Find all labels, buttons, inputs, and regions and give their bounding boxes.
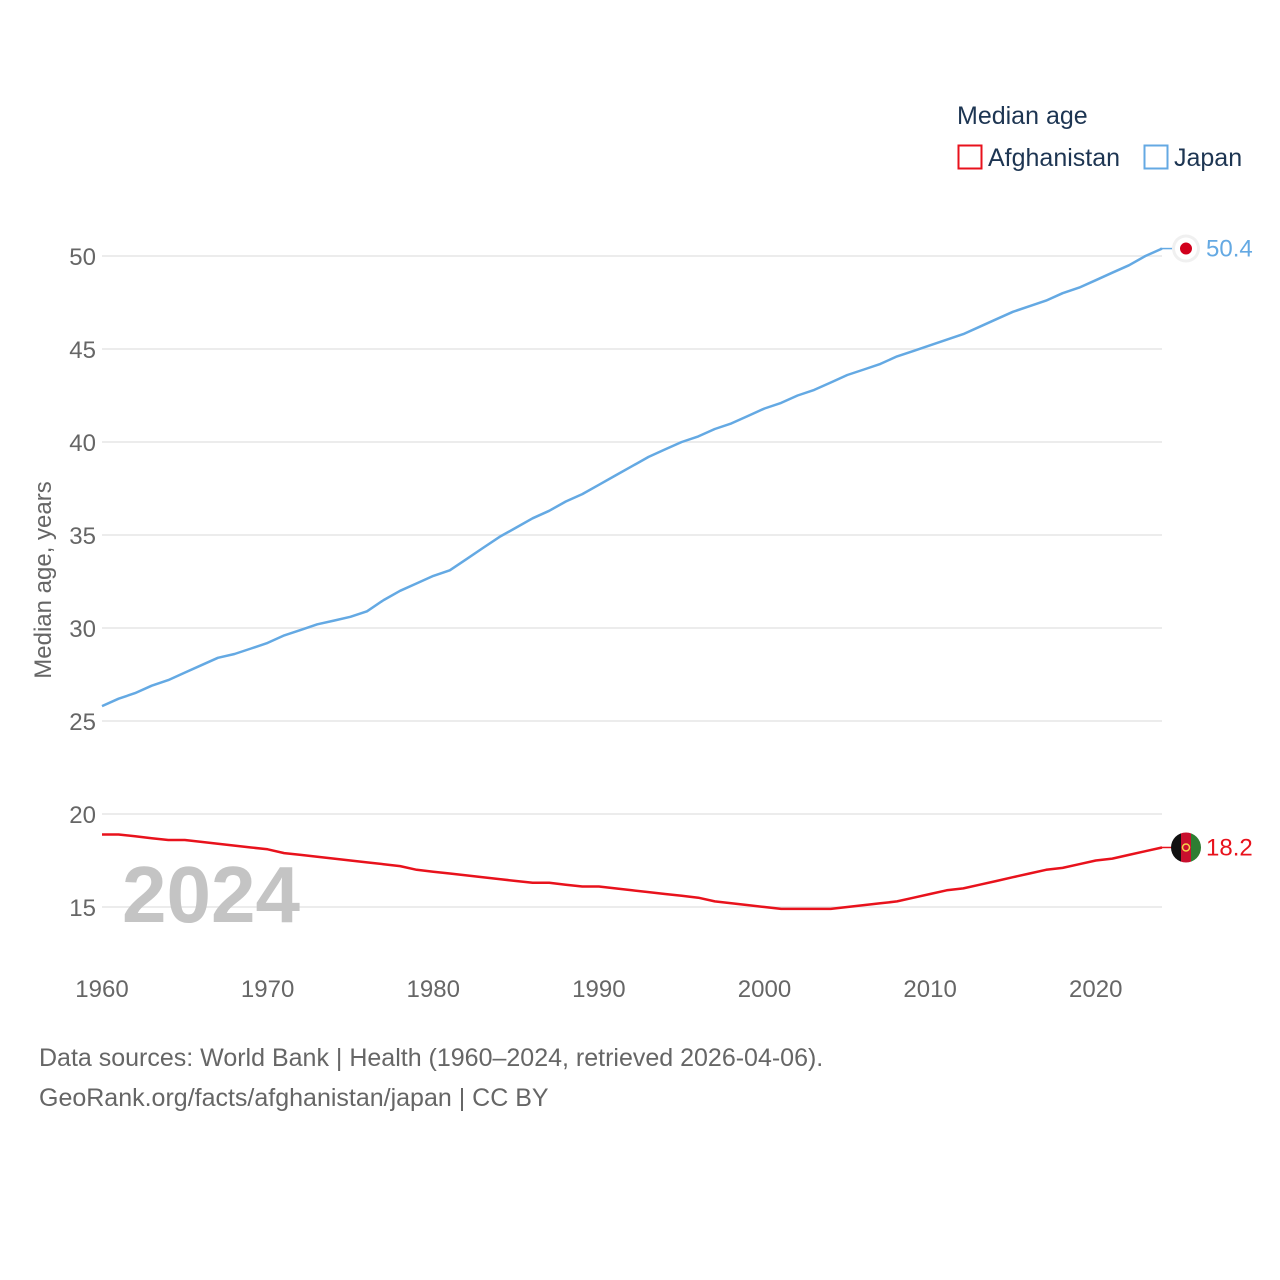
footer-url: GeoRank.org/facts/afghanistan/japan | CC…	[39, 1084, 549, 1112]
y-tick-label-25: 25	[69, 709, 96, 736]
afghanistan-flag-icon	[1171, 832, 1201, 863]
footer-source: Data sources: World Bank | Health (1960–…	[39, 1044, 824, 1072]
y-tick-label-45: 45	[69, 337, 96, 364]
x-tick-label-2000: 2000	[738, 976, 791, 1003]
series-line-japan[interactable]	[101, 247, 1163, 708]
afghanistan-flag-red	[1181, 832, 1191, 863]
x-tick-label-2020: 2020	[1069, 976, 1122, 1003]
end-value-japan: 50.4	[1206, 236, 1253, 263]
x-axis-ticks: 1960 1970 1980 1990 2000 2010 2020	[75, 976, 1122, 1003]
afghanistan-flag-black	[1171, 832, 1181, 863]
y-axis-ticks: 15 20 25 30 35 40 45 50	[69, 244, 96, 922]
afghanistan-flag-emblem	[1181, 843, 1191, 852]
end-value-afghanistan: 18.2	[1206, 834, 1253, 861]
x-tick-label-1960: 1960	[75, 976, 128, 1003]
y-tick-label-15: 15	[69, 895, 96, 922]
series-line-afghanistan[interactable]	[102, 833, 1163, 911]
y-tick-label-35: 35	[69, 523, 96, 550]
legend-label-japan[interactable]: Japan	[1174, 144, 1242, 172]
afghanistan-flag-stripes	[1171, 832, 1201, 863]
y-axis-title: Median age, years	[30, 481, 57, 678]
japan-flag-sun	[1180, 242, 1192, 255]
x-tick-label-2010: 2010	[903, 976, 956, 1003]
x-tick-label-1980: 1980	[407, 976, 460, 1003]
y-tick-label-40: 40	[69, 430, 96, 457]
current-year-label: 2024	[122, 850, 300, 939]
x-tick-label-1970: 1970	[241, 976, 294, 1003]
y-tick-label-50: 50	[69, 244, 96, 271]
legend-swatch-japan[interactable]	[1143, 144, 1169, 170]
legend-label-afghanistan[interactable]: Afghanistan	[988, 144, 1120, 172]
japan-flag-icon	[1172, 234, 1200, 263]
legend-swatch-afghanistan[interactable]	[957, 144, 983, 170]
series-lines	[101, 247, 1174, 911]
x-tick-label-1990: 1990	[572, 976, 625, 1003]
y-tick-label-30: 30	[69, 616, 96, 643]
legend: Median age Afghanistan Japan	[957, 102, 1242, 172]
legend-title: Median age	[957, 102, 1088, 130]
afghanistan-flag-green	[1191, 832, 1201, 863]
y-tick-label-20: 20	[69, 802, 96, 829]
gridlines	[102, 255, 1162, 908]
